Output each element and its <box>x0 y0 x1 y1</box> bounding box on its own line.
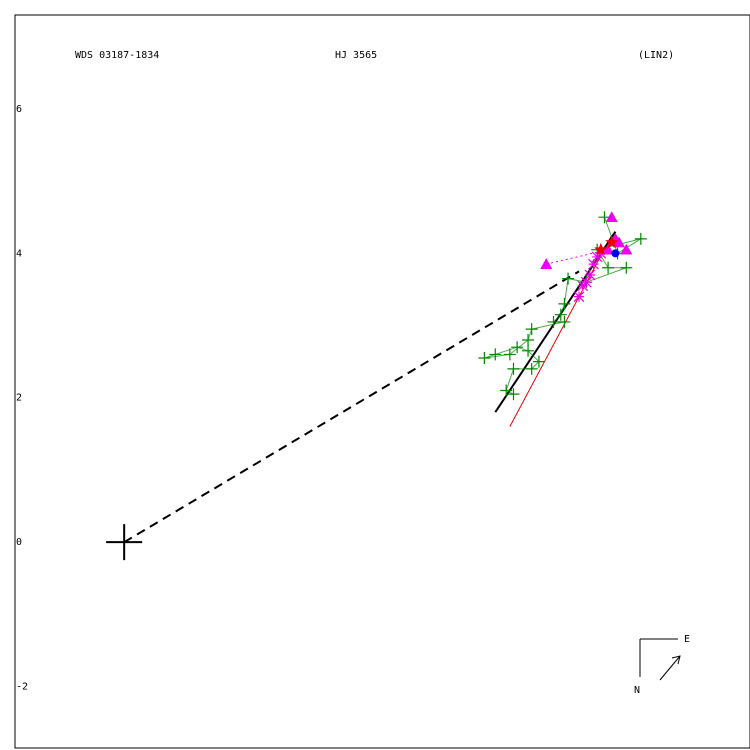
y-tick-label: -2 <box>16 682 28 693</box>
green-residual-segment <box>505 368 514 391</box>
green-plus-point <box>525 362 538 375</box>
green-residual-segment <box>527 350 540 362</box>
green-plus-point <box>503 348 516 361</box>
green-residual-segment <box>484 353 510 359</box>
magenta-star-point <box>584 269 596 281</box>
blue-dot-point <box>611 249 620 258</box>
green-plus-point <box>511 341 524 354</box>
green-residual-segment <box>531 361 540 370</box>
orientation-indicator: N E <box>634 634 690 696</box>
magenta-star-point <box>573 291 585 303</box>
green-residual-segment <box>553 314 562 323</box>
magenta-dotted-segment <box>546 249 609 265</box>
green-plus-point <box>562 272 575 285</box>
green-plus-point <box>634 232 647 245</box>
green-residual-segment <box>586 267 627 283</box>
dashed-separation-line <box>123 270 580 544</box>
y-tick-label: 0 <box>16 537 22 548</box>
green-plus-point <box>489 348 502 361</box>
red-star-point <box>605 235 619 249</box>
green-plus-point <box>620 261 633 274</box>
green-plus-point <box>547 315 560 328</box>
green-plus-point <box>478 352 491 365</box>
green-plus-point <box>522 333 535 346</box>
north-label: N <box>634 685 640 696</box>
green-residual-segment <box>495 346 518 355</box>
green-residual-segment <box>505 390 514 395</box>
green-residual-segment <box>484 353 496 359</box>
green-residual-segment <box>567 278 587 283</box>
motion-arrow-shaft <box>659 655 681 681</box>
green-plus-point <box>532 355 545 368</box>
chart-marks <box>106 211 647 561</box>
motion-arrow-head <box>671 655 681 665</box>
green-plus-point <box>522 344 535 357</box>
green-residual-segment <box>563 278 569 304</box>
green-plus-point <box>525 323 538 336</box>
y-tick-label: 6 <box>16 104 22 115</box>
magenta-triangle-point <box>613 236 626 248</box>
green-plus-point <box>558 297 571 310</box>
green-plus-point <box>558 315 571 328</box>
red-star-point <box>594 242 608 256</box>
green-residual-segment <box>560 303 565 315</box>
y-tick-labels: 6 4 2 0 -2 <box>16 104 28 693</box>
green-plus-point <box>554 308 567 321</box>
y-tick-label: 4 <box>16 248 22 259</box>
magenta-star-point <box>588 258 599 270</box>
green-plus-point <box>507 362 520 375</box>
green-plus-point <box>602 261 615 274</box>
red-fit-line <box>509 235 613 427</box>
magenta-triangle-point <box>540 258 553 269</box>
magenta-star-point <box>580 276 592 288</box>
green-residual-segment <box>531 321 565 330</box>
green-residual-segment <box>527 328 533 341</box>
y-tick-label: 2 <box>16 393 22 404</box>
primary-star-cross <box>106 524 143 561</box>
green-residual-segment <box>516 346 529 352</box>
header-right: (LIN2) <box>638 50 674 61</box>
green-residual-segment <box>617 238 642 254</box>
magenta-triangle-point <box>620 243 633 255</box>
green-plus-point <box>500 384 513 397</box>
header-center: HJ 3565 <box>335 50 377 61</box>
green-plus-point <box>507 388 520 401</box>
header-left: WDS 03187-1834 <box>75 50 159 61</box>
magenta-triangle-point <box>605 211 618 223</box>
east-label: E <box>684 634 690 645</box>
plot-frame <box>14 14 750 749</box>
magenta-triangle-point <box>602 243 615 255</box>
magenta-star-point <box>595 247 607 259</box>
